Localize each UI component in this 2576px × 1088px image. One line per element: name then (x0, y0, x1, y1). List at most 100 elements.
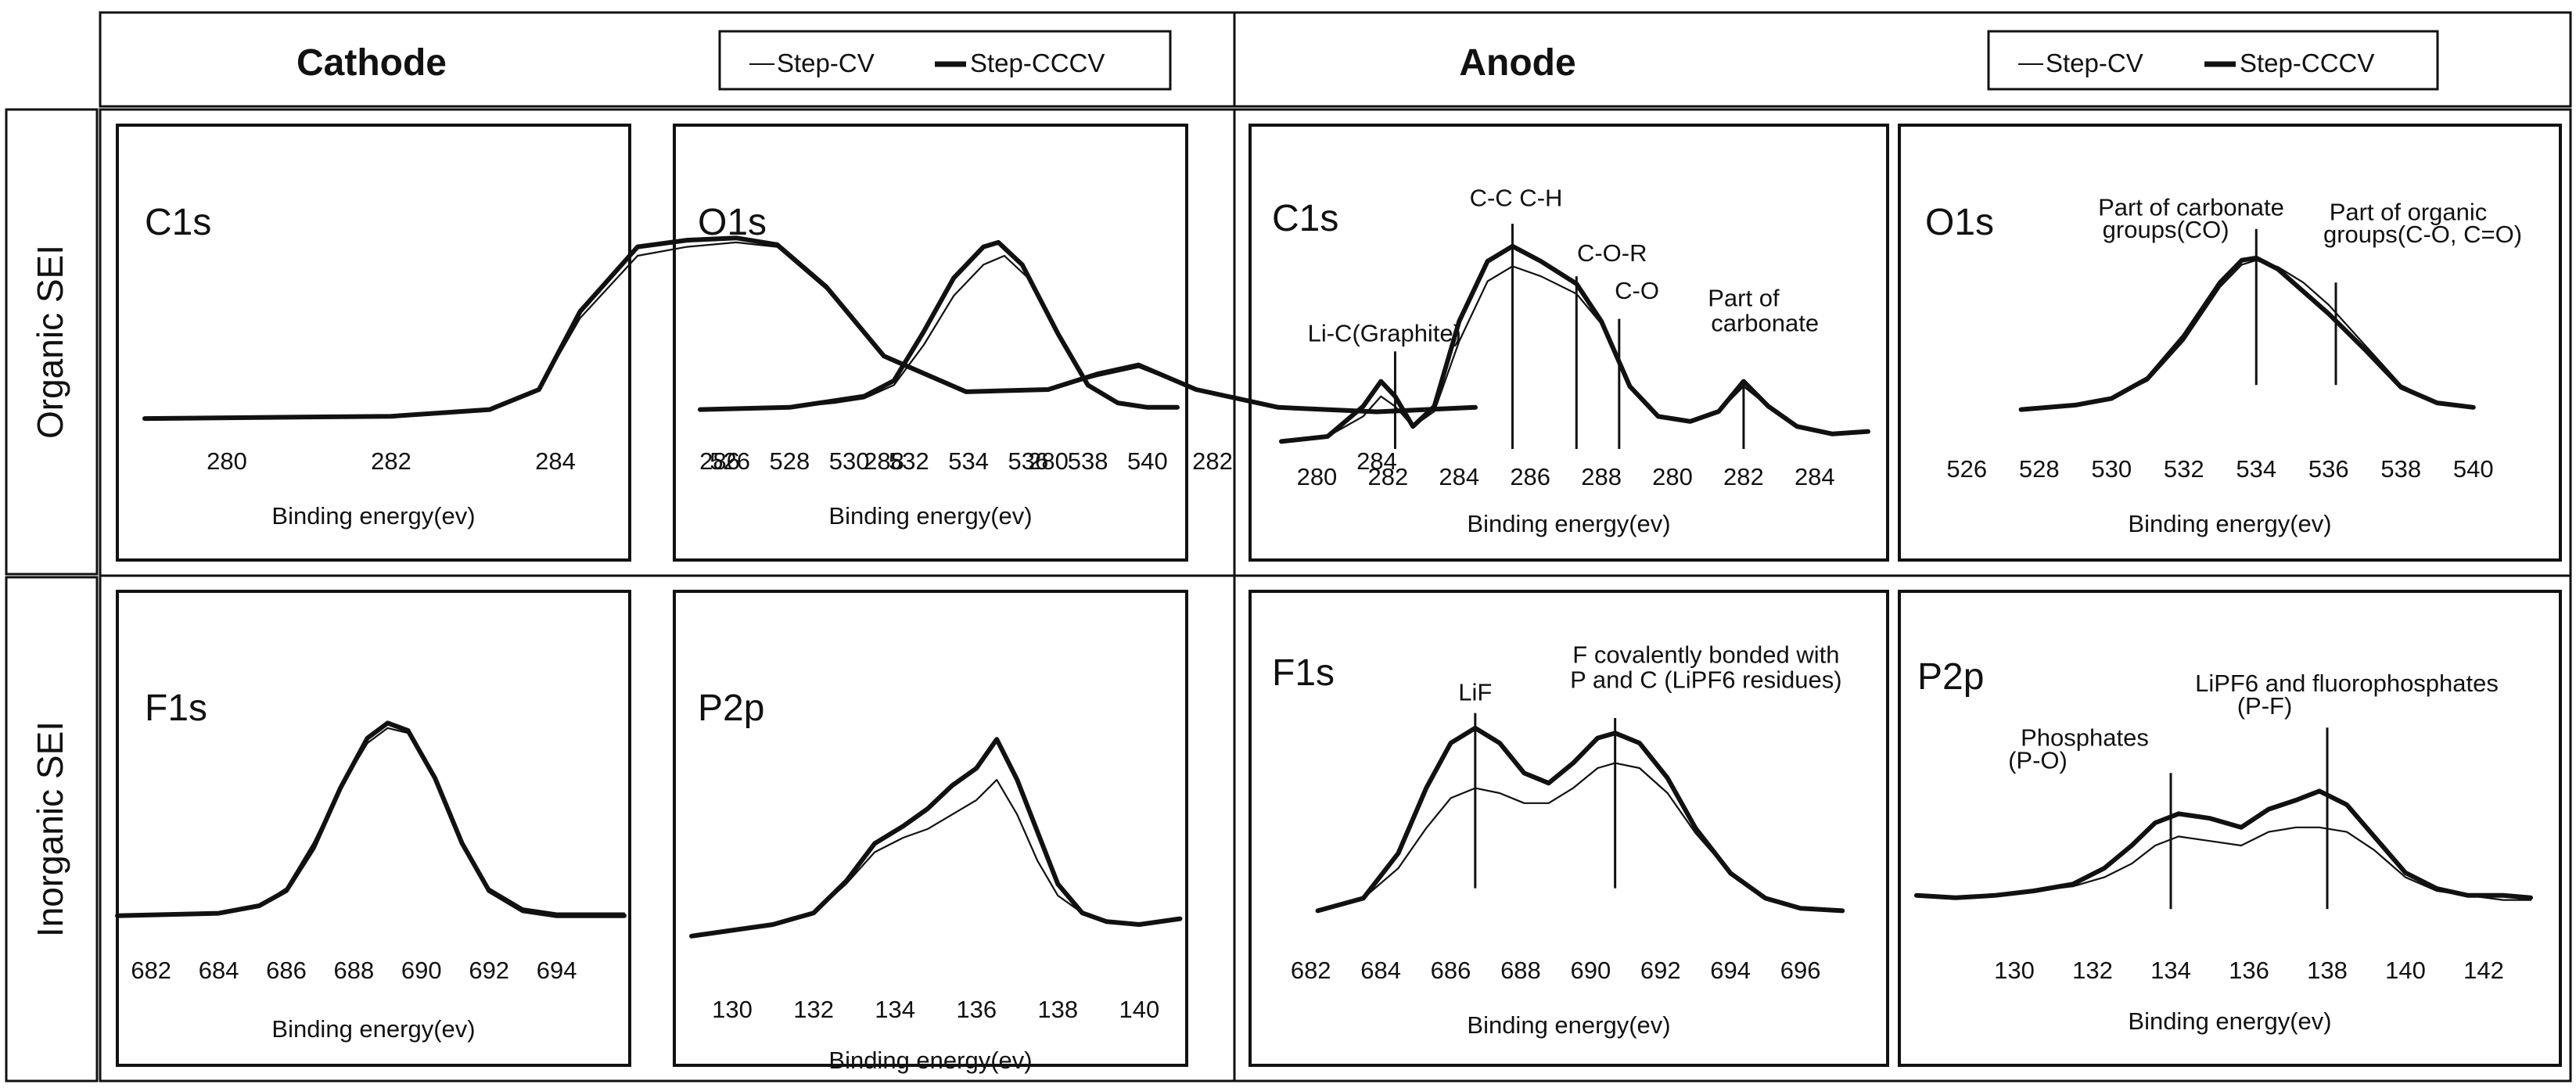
x-tick-label: 286 (1510, 463, 1550, 490)
legend-cathode-thick-label: Step-CCCV (970, 48, 1105, 77)
x-tick-label: 134 (2150, 957, 2191, 984)
x-tick-label: 534 (2236, 455, 2276, 483)
panel-title: P2p (698, 688, 764, 729)
annotation-label: groups(CO) (2103, 216, 2229, 243)
x-tick-label: 694 (1710, 957, 1751, 984)
x-tick-label: 690 (1570, 957, 1611, 984)
x-tick-label: 130 (1994, 957, 2035, 984)
x-tick-label: 536 (1008, 447, 1049, 475)
row-label-inorganic: Inorganic SEI (30, 721, 70, 937)
x-tick-label: 288 (864, 447, 904, 475)
annotation-label: Part of organic (2330, 198, 2488, 225)
series-step-cv-line (143, 241, 1477, 420)
panel-cath-f1s: F1s 682 684 686 688 690 692 694 Binding energy(e… (115, 590, 631, 1067)
panel-frame (673, 124, 1188, 562)
figure-grid (5, 11, 2572, 1083)
series-step-cccv-line (115, 720, 627, 918)
x-tick-label: 682 (131, 957, 171, 984)
x-tick-label: 526 (710, 447, 750, 475)
x-tick-label: 532 (889, 447, 929, 475)
annotation-label: C-C C-H (1470, 185, 1563, 212)
series-step-cv-line (1317, 762, 1844, 912)
x-tick-label: 690 (401, 957, 442, 984)
annotation-label: groups(C-O, C=O) (2323, 221, 2522, 248)
x-tick-label: 284 (1439, 463, 1479, 490)
x-tick-label: 696 (1780, 957, 1821, 984)
x-tick-label: 540 (2453, 455, 2494, 483)
annotation-label: (P-O) (2008, 746, 2068, 774)
body-frame (99, 108, 2572, 1083)
series-step-cccv-line (2018, 255, 2476, 412)
x-tick-label: 538 (1068, 447, 1108, 475)
annotation-label: carbonate (1711, 310, 1819, 337)
annotation-label: LiF (1458, 679, 1492, 706)
panel-anode-p2p: Phosphates(P-O) LiPF6 and fluorophosphate… (1898, 590, 2562, 1067)
x-tick-label: 280 (1028, 447, 1069, 475)
x-tick-label: 692 (1640, 957, 1681, 984)
series-step-cccv-line (1279, 243, 1870, 444)
legend-anode-box (1987, 30, 2439, 91)
x-axis-label: Binding energy(ev) (271, 1015, 475, 1043)
x-tick-label: 282 (1192, 447, 1233, 475)
legend-cathode-thin-label: Step-CV (777, 48, 875, 77)
annotation-label: C-O-R (1577, 239, 1647, 267)
x-tick-label: 528 (770, 447, 810, 475)
x-tick-label: 138 (2307, 957, 2348, 984)
x-tick-label: 288 (1581, 463, 1622, 490)
x-tick-label: 538 (2380, 455, 2421, 483)
series-step-cccv-line (1914, 788, 2533, 900)
row-label-frame-organic (5, 108, 99, 576)
series-step-cv-line (116, 727, 626, 917)
x-tick-label: 282 (371, 447, 411, 475)
panels: C1s 280 282 284 286 288 280 282 284 Binding energ… (115, 124, 2562, 1074)
x-tick-label: 138 (1037, 996, 1078, 1023)
x-tick-label: 280 (1652, 463, 1693, 490)
x-tick-label: 536 (2308, 455, 2349, 483)
x-tick-label: 532 (2164, 455, 2204, 483)
panel-cath-o1s: O1s 526 528 530 532 534 536 538 540 Binding energ… (673, 124, 1188, 562)
x-tick-label: 682 (1291, 957, 1331, 984)
x-tick-label: 684 (1360, 957, 1401, 984)
panel-cath-p2p: P2p 130 132 134 136 138 140 Binding energy(ev) (673, 590, 1188, 1074)
header-frame (99, 11, 2572, 108)
legend-cathode: Step-CV Step-CCCV (718, 30, 1172, 91)
annotation-label: Phosphates (2021, 724, 2149, 751)
panel-title: C1s (1272, 198, 1338, 239)
series-step-cccv-line (689, 737, 1183, 939)
x-tick-label: 540 (1127, 447, 1168, 475)
x-tick-label: 534 (948, 447, 989, 475)
annotation-label: Li-C(Graphite) (1308, 319, 1461, 347)
legend-anode-thick-label: Step-CCCV (2240, 48, 2374, 77)
x-axis-label: Binding energy(ev) (1467, 510, 1670, 537)
row-label-organic: Organic SEI (30, 245, 70, 439)
x-tick-label: 130 (712, 996, 753, 1023)
x-axis-label: Binding energy(ev) (1467, 1011, 1670, 1039)
x-tick-label: 528 (2019, 455, 2060, 483)
x-axis-label: Binding energy(ev) (2128, 510, 2331, 537)
cathode-title: Cathode (296, 42, 447, 84)
series-step-cccv-line (698, 239, 1180, 412)
panel-frame (673, 590, 1188, 1067)
panel-anode-c1s: Li-C(Graphite) C-C C-H C-O-R C-O Part ofcarb… (1248, 124, 1889, 562)
panel-title: O1s (1925, 202, 1994, 243)
x-tick-label: 132 (2072, 957, 2113, 984)
x-tick-label: 286 (699, 447, 740, 475)
x-tick-label: 686 (1431, 957, 1471, 984)
series-step-cccv-line (1315, 725, 1845, 914)
annotation-label: P and C (LiPF6 residues) (1570, 666, 1841, 694)
x-tick-label: 132 (793, 996, 834, 1023)
x-tick-label: 530 (2091, 455, 2132, 483)
panel-frame (116, 124, 631, 562)
x-tick-label: 282 (1723, 463, 1764, 490)
panel-title: O1s (698, 202, 767, 243)
x-axis-label: Binding energy(ev) (2128, 1007, 2331, 1035)
x-tick-label: 280 (207, 447, 247, 475)
legend-anode-thin-label: Step-CV (2046, 48, 2143, 77)
x-tick-label: 282 (1367, 463, 1408, 490)
x-tick-label: 526 (1946, 455, 1987, 483)
x-tick-label: 284 (1795, 463, 1835, 490)
x-tick-label: 136 (2229, 957, 2269, 984)
anode-title: Anode (1459, 42, 1575, 84)
